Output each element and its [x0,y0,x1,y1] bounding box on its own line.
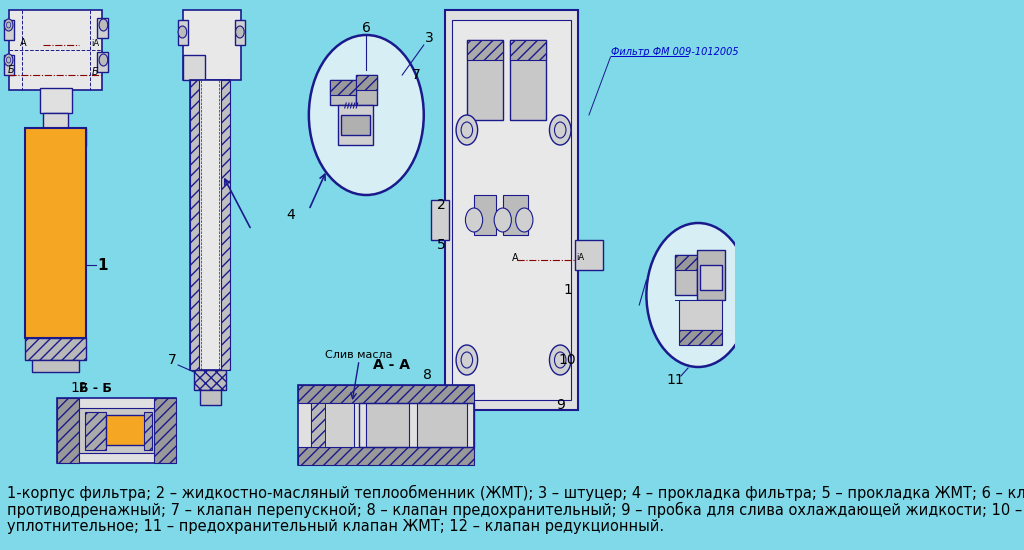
Text: 2: 2 [437,198,446,212]
Text: 9: 9 [556,398,564,412]
Text: 1: 1 [563,283,571,297]
FancyBboxPatch shape [234,20,245,45]
Circle shape [4,54,13,66]
Bar [57,398,79,463]
Text: Фильтр ФМ 009-1012005: Фильтр ФМ 009-1012005 [610,47,738,57]
Text: A: A [512,253,519,263]
Bar [190,80,199,370]
Text: 3: 3 [425,31,434,45]
Text: iA: iA [577,254,585,262]
Bar [355,75,377,90]
FancyBboxPatch shape [675,255,696,295]
FancyBboxPatch shape [97,52,108,72]
FancyBboxPatch shape [97,18,108,38]
FancyBboxPatch shape [331,80,355,105]
Bar [298,385,474,403]
Text: A: A [20,38,27,48]
Bar [85,412,106,450]
Text: 7: 7 [413,68,421,82]
FancyBboxPatch shape [106,415,145,445]
FancyBboxPatch shape [474,195,496,235]
Circle shape [646,223,750,367]
Text: 8: 8 [423,368,432,382]
Bar [510,40,546,60]
Text: уплотнительное; 11 – предохранительный клапан ЖМТ; 12 – клапан редукционный.: уплотнительное; 11 – предохранительный к… [7,519,665,534]
Circle shape [178,26,186,38]
FancyBboxPatch shape [33,360,79,372]
Text: 12: 12 [71,381,88,395]
Bar [679,330,722,345]
Circle shape [456,115,477,145]
FancyBboxPatch shape [355,75,377,105]
Circle shape [236,26,244,38]
FancyBboxPatch shape [200,390,221,405]
Circle shape [99,54,108,66]
FancyBboxPatch shape [79,408,155,453]
Text: противодренажный; 7 – клапан перепускной; 8 – клапан предохранительный; 9 – проб: противодренажный; 7 – клапан перепускной… [7,502,1024,518]
Bar [467,40,503,60]
FancyBboxPatch shape [679,300,722,330]
Text: Б: Б [7,65,14,75]
Text: Слив масла: Слив масла [326,350,393,360]
Circle shape [99,19,108,31]
Bar [26,128,86,146]
FancyBboxPatch shape [367,403,410,447]
FancyBboxPatch shape [183,10,241,80]
Bar [311,403,326,447]
Text: 5: 5 [437,238,446,252]
Bar [331,80,355,95]
FancyBboxPatch shape [4,20,14,40]
FancyBboxPatch shape [417,403,467,447]
Circle shape [309,35,424,195]
Circle shape [516,208,532,232]
Bar [143,412,153,450]
FancyBboxPatch shape [467,40,503,120]
FancyBboxPatch shape [4,55,14,75]
Bar [675,255,696,270]
FancyBboxPatch shape [40,88,72,113]
FancyBboxPatch shape [445,10,579,410]
FancyBboxPatch shape [431,200,449,240]
FancyBboxPatch shape [574,240,603,270]
FancyBboxPatch shape [341,115,370,135]
FancyBboxPatch shape [8,10,102,90]
Circle shape [495,208,511,232]
FancyBboxPatch shape [503,195,528,235]
FancyBboxPatch shape [43,113,69,128]
FancyBboxPatch shape [298,385,474,465]
FancyBboxPatch shape [190,80,229,370]
Bar [155,398,176,463]
Text: 1: 1 [97,257,108,272]
Text: 10: 10 [559,353,577,367]
FancyBboxPatch shape [453,20,571,400]
Text: А - А: А - А [373,358,410,372]
FancyBboxPatch shape [311,403,354,447]
FancyBboxPatch shape [57,398,176,463]
FancyBboxPatch shape [696,250,725,300]
Circle shape [466,208,482,232]
Circle shape [456,345,477,375]
Text: Б: Б [92,67,99,77]
Text: Б - Б: Б - Б [79,382,112,394]
FancyBboxPatch shape [510,40,546,120]
Text: iA: iA [91,39,99,47]
Text: 7: 7 [168,353,177,367]
Circle shape [550,115,571,145]
FancyBboxPatch shape [178,20,188,45]
FancyBboxPatch shape [700,265,722,290]
Text: 1-корпус фильтра; 2 – жидкостно-масляный теплообменник (ЖМТ); 3 – штуцер; 4 – пр: 1-корпус фильтра; 2 – жидкостно-масляный… [7,485,1024,501]
Bar [298,447,474,465]
Bar [221,80,229,370]
Text: 11: 11 [667,373,684,387]
Circle shape [550,345,571,375]
Bar [194,370,226,390]
FancyBboxPatch shape [183,55,205,80]
FancyBboxPatch shape [338,105,374,145]
Bar [26,338,86,360]
FancyBboxPatch shape [26,128,86,338]
Text: 4: 4 [287,208,295,222]
Circle shape [4,19,13,31]
Text: 6: 6 [361,21,371,35]
